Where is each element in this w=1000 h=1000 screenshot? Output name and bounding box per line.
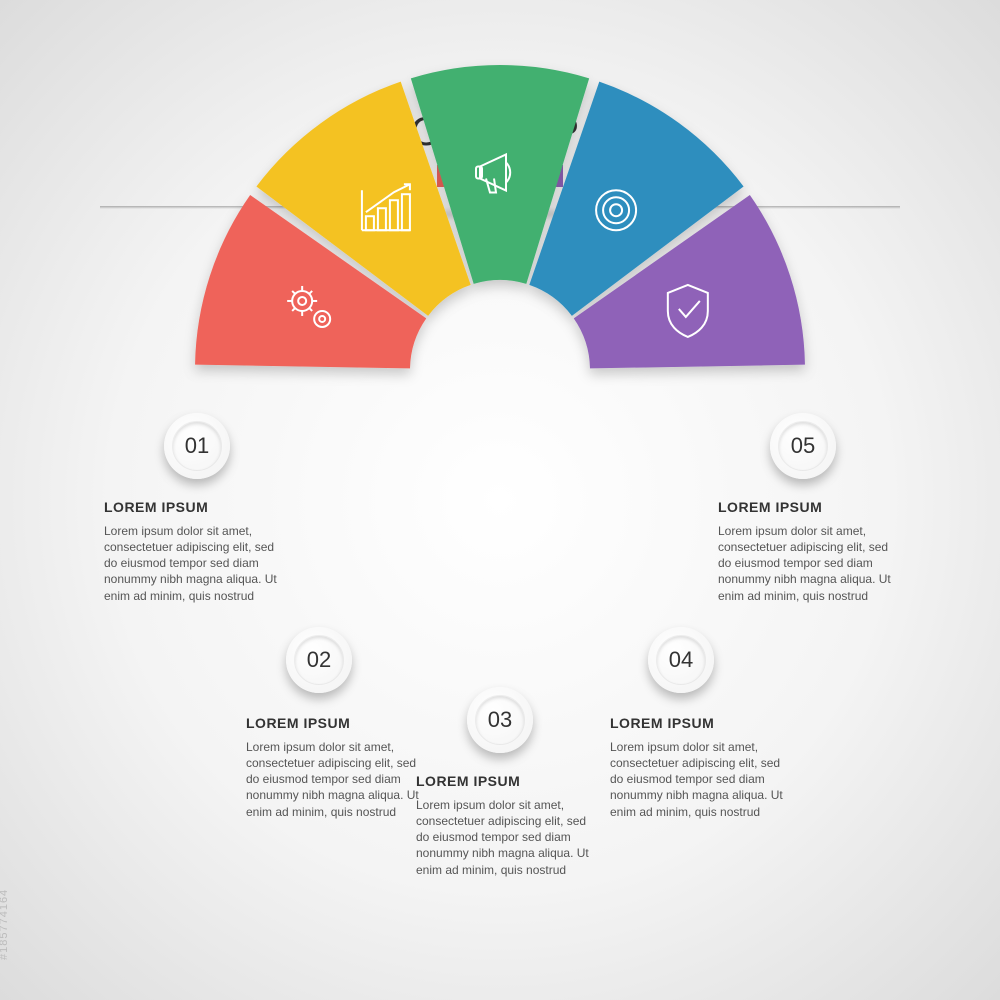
body-01: Lorem ipsum dolor sit amet, consectetuer… bbox=[104, 523, 284, 604]
badge-05-label: 05 bbox=[791, 433, 815, 459]
body-02: Lorem ipsum dolor sit amet, consectetuer… bbox=[246, 739, 426, 820]
body-04: Lorem ipsum dolor sit amet, consectetuer… bbox=[610, 739, 790, 820]
badge-04-label: 04 bbox=[669, 647, 693, 673]
watermark: #185774164 bbox=[0, 889, 10, 960]
text-block-04: LOREM IPSUM Lorem ipsum dolor sit amet, … bbox=[610, 714, 790, 820]
canvas: INFOGRAPHIC bbox=[0, 0, 1000, 1000]
badge-04: 04 bbox=[648, 627, 714, 693]
badge-02-label: 02 bbox=[307, 647, 331, 673]
heading-04: LOREM IPSUM bbox=[610, 714, 790, 733]
text-block-03: LOREM IPSUM Lorem ipsum dolor sit amet, … bbox=[416, 772, 596, 878]
heading-02: LOREM IPSUM bbox=[246, 714, 426, 733]
badge-03: 03 bbox=[467, 687, 533, 753]
badge-05: 05 bbox=[770, 413, 836, 479]
body-03: Lorem ipsum dolor sit amet, consectetuer… bbox=[416, 797, 596, 878]
text-block-05: LOREM IPSUM Lorem ipsum dolor sit amet, … bbox=[718, 498, 898, 604]
badge-01-label: 01 bbox=[185, 433, 209, 459]
badge-02: 02 bbox=[286, 627, 352, 693]
text-block-01: LOREM IPSUM Lorem ipsum dolor sit amet, … bbox=[104, 498, 284, 604]
heading-01: LOREM IPSUM bbox=[104, 498, 284, 517]
heading-05: LOREM IPSUM bbox=[718, 498, 898, 517]
badge-01: 01 bbox=[164, 413, 230, 479]
heading-03: LOREM IPSUM bbox=[416, 772, 596, 791]
text-block-02: LOREM IPSUM Lorem ipsum dolor sit amet, … bbox=[246, 714, 426, 820]
badge-03-label: 03 bbox=[488, 707, 512, 733]
body-05: Lorem ipsum dolor sit amet, consectetuer… bbox=[718, 523, 898, 604]
